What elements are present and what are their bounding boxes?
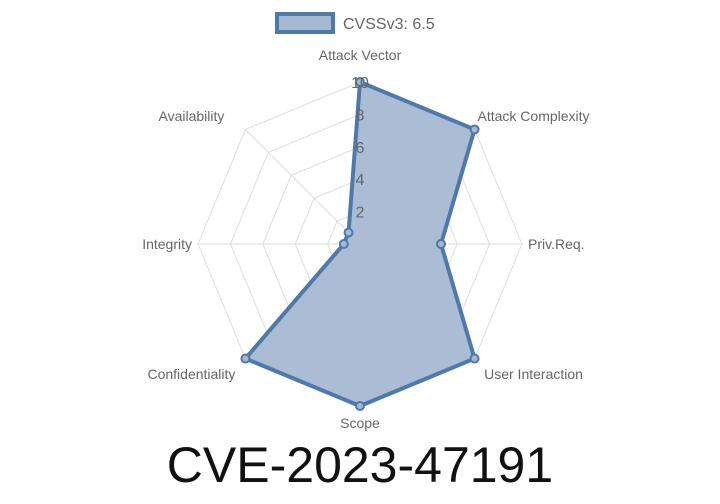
data-point[interactable] xyxy=(436,239,446,249)
tick-label: 2 xyxy=(356,205,365,222)
data-point[interactable] xyxy=(338,239,349,249)
grid-spoke xyxy=(245,129,361,245)
axis-label: Priv.Req. xyxy=(528,236,585,252)
legend[interactable]: CVSSv3: 6.5 xyxy=(275,12,435,34)
axis-label: Availability xyxy=(159,108,225,124)
axis-label: Integrity xyxy=(142,236,192,252)
data-point[interactable] xyxy=(469,124,480,135)
tick-label: 8 xyxy=(356,107,365,124)
tick-label: 4 xyxy=(356,172,365,189)
axis-label: Attack Vector xyxy=(319,47,402,63)
legend-label: CVSSv3: 6.5 xyxy=(343,16,435,33)
axis-label: Attack Complexity xyxy=(478,108,590,124)
axis-label: Confidentiality xyxy=(147,366,235,382)
data-point[interactable] xyxy=(240,353,251,364)
axis-label: User Interaction xyxy=(484,366,583,382)
legend-swatch xyxy=(275,12,335,34)
axis-labels: Attack Vector Attack Complexity Priv.Req. U… xyxy=(142,47,589,431)
data-point[interactable] xyxy=(355,401,365,411)
data-point[interactable] xyxy=(469,353,480,364)
series-area xyxy=(240,77,480,411)
tick-label: 10 xyxy=(351,75,369,92)
data-point[interactable] xyxy=(343,227,354,238)
data-point[interactable] xyxy=(355,77,365,87)
axis-label: Scope xyxy=(340,415,380,431)
chart-title: CVE-2023-47191 xyxy=(167,437,553,493)
tick-label: 6 xyxy=(356,140,365,157)
tick-labels: 2 4 6 8 10 xyxy=(351,75,369,222)
